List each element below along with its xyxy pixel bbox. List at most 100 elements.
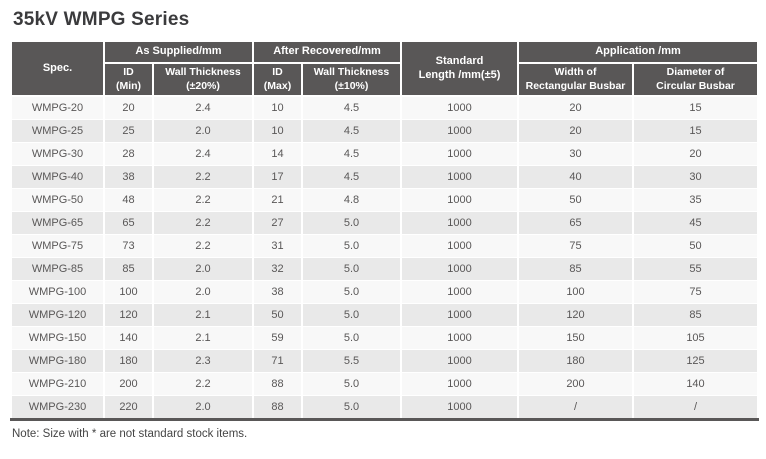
- value-cell: 200: [517, 372, 634, 396]
- header-id-min: ID (Min): [103, 62, 154, 97]
- value-cell: 17: [252, 165, 303, 189]
- value-cell: 30: [632, 165, 759, 189]
- value-cell: 150: [517, 326, 634, 350]
- table-row: WMPG-40 38 2.2 17 4.5 1000 40 30: [10, 165, 759, 189]
- value-cell: 5.0: [301, 326, 402, 350]
- spec-cell: WMPG-75: [10, 234, 105, 258]
- value-cell: 100: [517, 280, 634, 304]
- table-row: WMPG-25 25 2.0 10 4.5 1000 20 15: [10, 119, 759, 143]
- value-cell: 2.0: [152, 280, 254, 304]
- spec-cell: WMPG-85: [10, 257, 105, 281]
- header-application: Application /mm: [517, 40, 759, 64]
- value-cell: 4.5: [301, 165, 402, 189]
- value-cell: 140: [632, 372, 759, 396]
- value-cell: 1000: [400, 211, 519, 235]
- value-cell: 4.5: [301, 142, 402, 166]
- table-row: WMPG-85 85 2.0 32 5.0 1000 85 55: [10, 257, 759, 281]
- table-header: Spec. As Supplied/mm After Recovered/mm …: [10, 40, 759, 97]
- value-cell: 88: [252, 372, 303, 396]
- table-row: WMPG-180 180 2.3 71 5.5 1000 180 125: [10, 349, 759, 373]
- value-cell: 1000: [400, 395, 519, 421]
- header-wall-thickness-20: Wall Thickness (±20%): [152, 62, 254, 97]
- spec-cell: WMPG-50: [10, 188, 105, 212]
- value-cell: 2.1: [152, 303, 254, 327]
- value-cell: 4.5: [301, 119, 402, 143]
- value-cell: 220: [103, 395, 154, 421]
- table-row: WMPG-120 120 2.1 50 5.0 1000 120 85: [10, 303, 759, 327]
- spec-cell: WMPG-30: [10, 142, 105, 166]
- value-cell: 2.0: [152, 257, 254, 281]
- value-cell: 20: [517, 119, 634, 143]
- table-row: WMPG-65 65 2.2 27 5.0 1000 65 45: [10, 211, 759, 235]
- table-row: WMPG-210 200 2.2 88 5.0 1000 200 140: [10, 372, 759, 396]
- value-cell: 38: [252, 280, 303, 304]
- value-cell: 71: [252, 349, 303, 373]
- value-cell: 5.0: [301, 372, 402, 396]
- value-cell: 21: [252, 188, 303, 212]
- spec-cell: WMPG-210: [10, 372, 105, 396]
- value-cell: 59: [252, 326, 303, 350]
- value-cell: 180: [517, 349, 634, 373]
- value-cell: 120: [103, 303, 154, 327]
- value-cell: 25: [103, 119, 154, 143]
- table-row: WMPG-100 100 2.0 38 5.0 1000 100 75: [10, 280, 759, 304]
- value-cell: 88: [252, 395, 303, 421]
- value-cell: 30: [517, 142, 634, 166]
- spec-cell: WMPG-180: [10, 349, 105, 373]
- header-spec: Spec.: [10, 40, 105, 97]
- value-cell: 27: [252, 211, 303, 235]
- value-cell: 140: [103, 326, 154, 350]
- value-cell: 1000: [400, 142, 519, 166]
- value-cell: 28: [103, 142, 154, 166]
- value-cell: 1000: [400, 165, 519, 189]
- value-cell: 50: [632, 234, 759, 258]
- spec-table: Spec. As Supplied/mm After Recovered/mm …: [10, 40, 759, 421]
- table-row: WMPG-50 48 2.2 21 4.8 1000 50 35: [10, 188, 759, 212]
- value-cell: 5.5: [301, 349, 402, 373]
- value-cell: 65: [517, 211, 634, 235]
- page-title: 35kV WMPG Series: [13, 9, 190, 30]
- value-cell: 2.3: [152, 349, 254, 373]
- table-row: WMPG-230 220 2.0 88 5.0 1000//: [10, 395, 759, 421]
- value-cell: 20: [517, 95, 634, 120]
- value-cell: 1000: [400, 119, 519, 143]
- value-cell: 1000: [400, 95, 519, 120]
- value-cell: 45: [632, 211, 759, 235]
- value-cell: 75: [517, 234, 634, 258]
- value-cell: 120: [517, 303, 634, 327]
- spec-cell: WMPG-65: [10, 211, 105, 235]
- value-cell: 2.2: [152, 234, 254, 258]
- spec-cell: WMPG-40: [10, 165, 105, 189]
- value-cell: 38: [103, 165, 154, 189]
- value-cell: 85: [103, 257, 154, 281]
- value-cell: 1000: [400, 188, 519, 212]
- value-cell: 180: [103, 349, 154, 373]
- value-cell: 4.5: [301, 95, 402, 120]
- header-group-row: Spec. As Supplied/mm After Recovered/mm …: [10, 40, 759, 97]
- table-row: WMPG-30 28 2.4 14 4.5 1000 30 20: [10, 142, 759, 166]
- spec-cell: WMPG-120: [10, 303, 105, 327]
- note: Note: Size with * are not standard stock…: [12, 428, 248, 440]
- value-cell: 4.8: [301, 188, 402, 212]
- value-cell: 20: [103, 95, 154, 120]
- value-cell: 20: [632, 142, 759, 166]
- value-cell: 85: [517, 257, 634, 281]
- value-cell: 2.2: [152, 165, 254, 189]
- value-cell: 2.4: [152, 95, 254, 120]
- value-cell: 1000: [400, 303, 519, 327]
- header-diameter-circular-busbar: Diameter of Circular Busbar: [632, 62, 759, 97]
- value-cell: 31: [252, 234, 303, 258]
- header-after-recovered: After Recovered/mm: [252, 40, 402, 64]
- table-row: WMPG-150 140 2.1 59 5.0 1000 150 105: [10, 326, 759, 350]
- value-cell: 200: [103, 372, 154, 396]
- value-cell: 50: [517, 188, 634, 212]
- value-cell: 1000: [400, 372, 519, 396]
- value-cell: 65: [103, 211, 154, 235]
- value-cell: 5.0: [301, 303, 402, 327]
- value-cell: 10: [252, 119, 303, 143]
- value-cell: 85: [632, 303, 759, 327]
- value-cell: 105: [632, 326, 759, 350]
- table-row: WMPG-75 73 2.2 31 5.0 1000 75 50: [10, 234, 759, 258]
- value-cell: 5.0: [301, 211, 402, 235]
